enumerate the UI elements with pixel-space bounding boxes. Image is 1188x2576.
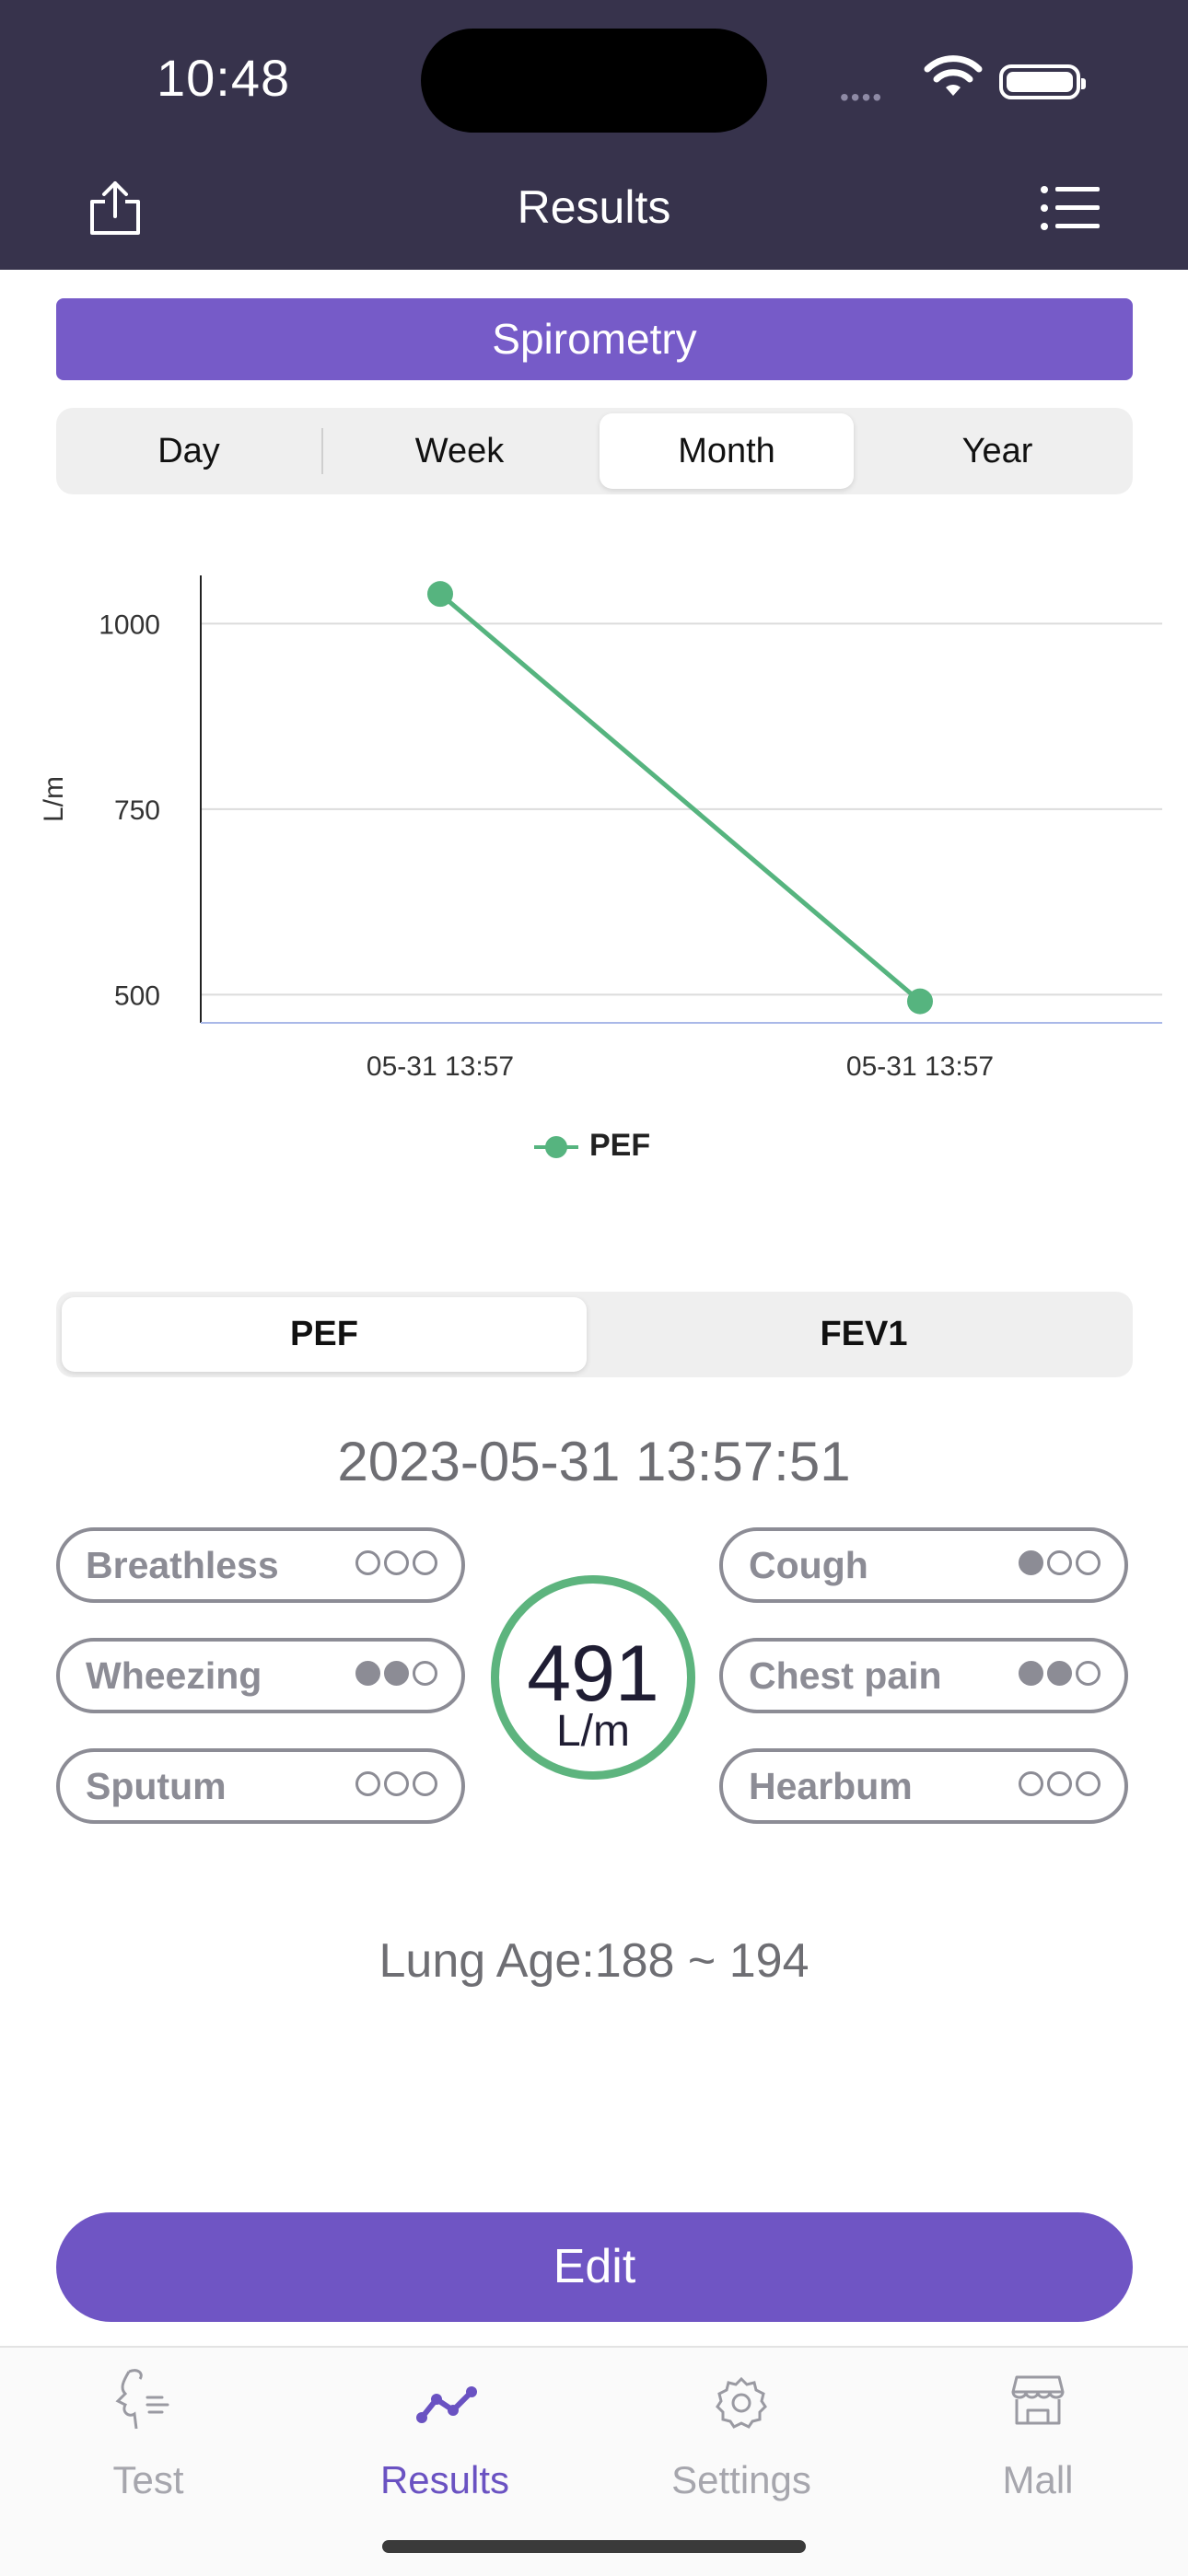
legend-marker bbox=[534, 1136, 578, 1159]
record-datetime: 2023-05-31 13:57:51 bbox=[337, 1431, 851, 1492]
wifi-icon bbox=[924, 55, 983, 96]
x-tick-label: 05-31 13:57 bbox=[846, 1051, 994, 1082]
lung-age: Lung Age:188 ~ 194 bbox=[379, 1934, 809, 1988]
battery-icon bbox=[999, 64, 1086, 99]
severity-dots bbox=[352, 1550, 437, 1580]
severity-dot-empty bbox=[1076, 1771, 1101, 1796]
severity-dot-empty bbox=[384, 1550, 409, 1575]
tab-bar: Test Results Settings Mall bbox=[0, 2346, 1188, 2576]
severity-dot-empty bbox=[355, 1550, 380, 1575]
tab-label: Mall bbox=[1002, 2458, 1074, 2501]
tab-year[interactable]: Year bbox=[961, 432, 1033, 470]
status-time: 10:48 bbox=[157, 49, 291, 107]
gear-icon bbox=[716, 2376, 767, 2429]
severity-dot-empty bbox=[413, 1661, 437, 1686]
trend-icon bbox=[416, 2386, 477, 2423]
top-bar: 10:48 •••• Results bbox=[0, 0, 1188, 270]
data-point bbox=[907, 988, 933, 1015]
symptom-label: Cough bbox=[749, 1544, 868, 1586]
share-icon[interactable] bbox=[87, 180, 144, 237]
symptom-breathless[interactable]: Breathless bbox=[56, 1527, 465, 1603]
y-tick-label: 750 bbox=[114, 795, 160, 826]
dynamic-island bbox=[421, 29, 767, 133]
metric-segmented-control: PEF FEV1 bbox=[56, 1292, 1133, 1377]
severity-dot-filled bbox=[355, 1661, 380, 1686]
symptom-label: Hearbum bbox=[749, 1765, 913, 1807]
severity-dots bbox=[1015, 1771, 1101, 1801]
spirometry-banner[interactable]: Spirometry bbox=[56, 298, 1133, 380]
severity-dot-empty bbox=[1047, 1771, 1072, 1796]
symptom-chest-pain[interactable]: Chest pain bbox=[719, 1638, 1128, 1713]
x-tick-label: 05-31 13:57 bbox=[367, 1051, 514, 1082]
legend-label: PEF bbox=[589, 1128, 651, 1163]
symptom-label: Sputum bbox=[86, 1765, 227, 1807]
tab-label: Settings bbox=[671, 2458, 811, 2501]
symptom-label: Chest pain bbox=[749, 1654, 942, 1697]
severity-dots bbox=[1015, 1661, 1101, 1690]
symptom-wheezing[interactable]: Wheezing bbox=[56, 1638, 465, 1713]
store-icon bbox=[1011, 2375, 1065, 2425]
severity-dot-empty bbox=[1019, 1771, 1043, 1796]
tab-week[interactable]: Week bbox=[414, 432, 505, 470]
series-line bbox=[438, 592, 922, 1004]
severity-dot-filled bbox=[384, 1661, 409, 1686]
home-indicator bbox=[382, 2540, 806, 2553]
list-icon[interactable] bbox=[1041, 184, 1101, 232]
pef-value-gauge: 491 L/m bbox=[491, 1575, 695, 1780]
segment-divider bbox=[321, 428, 323, 474]
severity-dot-empty bbox=[1076, 1661, 1101, 1686]
symptom-sputum[interactable]: Sputum bbox=[56, 1748, 465, 1824]
tab-day[interactable]: Day bbox=[157, 432, 220, 470]
severity-dot-empty bbox=[413, 1771, 437, 1796]
tab-pef[interactable]: PEF bbox=[62, 1297, 587, 1372]
severity-dot-empty bbox=[413, 1550, 437, 1575]
chart-legend: PEF bbox=[534, 1128, 650, 1164]
y-tick-label: 1000 bbox=[99, 609, 160, 640]
severity-dot-empty bbox=[355, 1771, 380, 1796]
signal-icon: •••• bbox=[840, 83, 884, 111]
tab-label: Test bbox=[112, 2458, 184, 2501]
edit-button[interactable]: Edit bbox=[56, 2212, 1133, 2322]
severity-dots bbox=[1015, 1550, 1101, 1580]
symptom-cough[interactable]: Cough bbox=[719, 1527, 1128, 1603]
y-axis-label: L/m bbox=[39, 776, 69, 822]
y-tick-label: 500 bbox=[114, 981, 160, 1011]
severity-dot-filled bbox=[1019, 1550, 1043, 1575]
severity-dots bbox=[352, 1771, 437, 1801]
pef-value: 491 bbox=[527, 1630, 659, 1718]
tab-label: Results bbox=[379, 2458, 510, 2501]
severity-dot-filled bbox=[1019, 1661, 1043, 1686]
severity-dot-empty bbox=[1047, 1550, 1072, 1575]
page-title: Results bbox=[517, 181, 671, 233]
tab-month[interactable]: Month bbox=[600, 413, 854, 489]
data-point bbox=[427, 581, 453, 608]
pef-line-chart: 1000 750 500 L/m 05-31 13:57 05-31 13:57 bbox=[39, 575, 1162, 1082]
symptom-label: Wheezing bbox=[86, 1654, 262, 1697]
severity-dot-empty bbox=[384, 1771, 409, 1796]
pef-unit: L/m bbox=[555, 1707, 630, 1756]
period-segmented-control: Day Week Month Year bbox=[56, 408, 1133, 494]
severity-dot-filled bbox=[1047, 1661, 1072, 1686]
severity-dot-empty bbox=[1076, 1550, 1101, 1575]
symptom-label: Breathless bbox=[86, 1544, 279, 1586]
severity-dots bbox=[352, 1661, 437, 1690]
symptom-heartburn[interactable]: Hearbum bbox=[719, 1748, 1128, 1824]
breath-icon bbox=[115, 2369, 169, 2430]
tab-fev1[interactable]: FEV1 bbox=[820, 1315, 908, 1353]
